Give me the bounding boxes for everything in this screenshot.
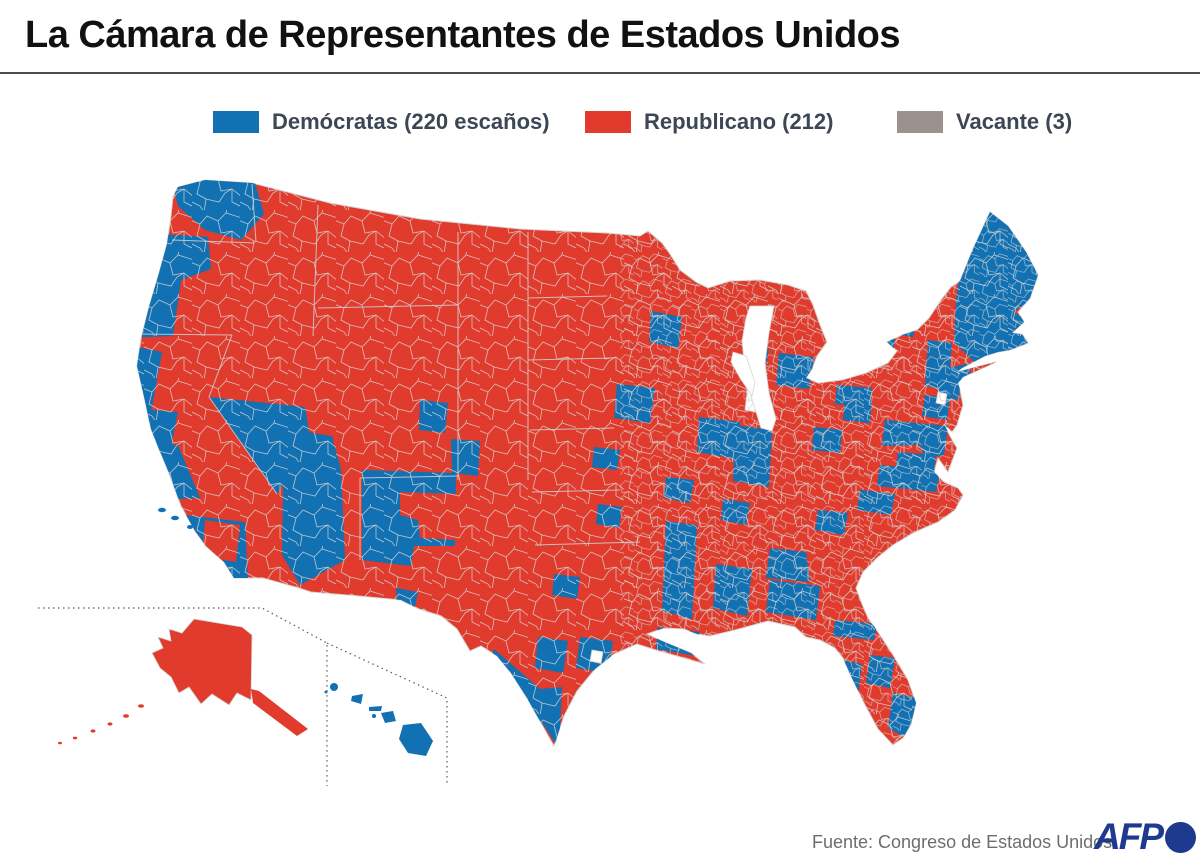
afp-logo-text: AFP xyxy=(1094,816,1164,857)
legend-item-vacant: Vacante (3) xyxy=(897,109,1072,135)
legend-item-republican: Republicano (212) xyxy=(585,109,833,135)
aleutian-islands xyxy=(58,704,144,745)
island-maui xyxy=(381,711,396,723)
green-bay xyxy=(730,351,756,398)
inset-alaska xyxy=(58,618,308,745)
island-molokai xyxy=(369,706,382,711)
legend-label-democrats: Demócratas (220 escaños) xyxy=(272,109,550,134)
island-oahu xyxy=(351,694,363,704)
inset-divider-lines xyxy=(38,607,448,786)
inset-hawaii xyxy=(324,683,433,756)
district-lines-east xyxy=(620,180,1038,746)
democrat-color-swatch xyxy=(213,111,259,133)
lake-michigan xyxy=(741,305,777,432)
legend-label-vacant: Vacante (3) xyxy=(956,109,1073,134)
legend-label-republican: Republicano (212) xyxy=(644,109,834,134)
island-lanai xyxy=(372,714,376,718)
region-alaska xyxy=(151,618,253,706)
legend-item-democrats: Demócratas (220 escaños) xyxy=(213,109,550,135)
afp-logo: AFP xyxy=(1094,818,1196,856)
vacant-color-swatch xyxy=(897,111,943,133)
island-hawaii xyxy=(399,723,433,756)
island-niihau xyxy=(324,690,328,694)
state-boundaries xyxy=(138,183,641,560)
alaska-panhandle xyxy=(251,689,308,736)
source-credit: Fuente: Congreso de Estados Unidos xyxy=(812,832,1113,852)
island-kauai xyxy=(330,683,338,691)
page-title: La Cámara de Representantes de Estados U… xyxy=(25,14,901,56)
great-lakes xyxy=(730,305,777,432)
republican-color-swatch xyxy=(585,111,631,133)
afp-logo-circle-icon xyxy=(1165,821,1196,853)
channel-islands xyxy=(158,507,193,529)
title-divider xyxy=(0,72,1200,74)
